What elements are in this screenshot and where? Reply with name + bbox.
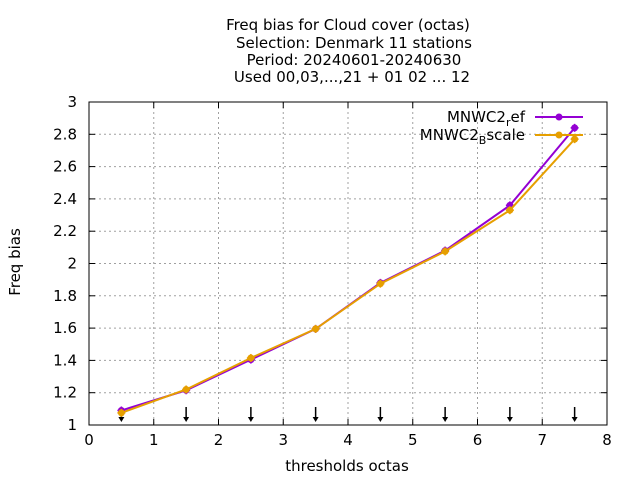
y-tick-label: 2.4 bbox=[53, 190, 77, 208]
y-tick-label: 2.6 bbox=[53, 158, 77, 176]
y-tick-label: 1 bbox=[67, 416, 77, 434]
x-tick-label: 7 bbox=[537, 431, 547, 449]
arrow-head bbox=[312, 417, 319, 422]
y-tick-label: 1.2 bbox=[53, 384, 77, 402]
chart-title: Freq bias for Cloud cover (octas) Select… bbox=[226, 16, 472, 86]
plot-frame bbox=[88, 101, 608, 426]
title-line-4: Used 00,03,...,21 + 01 02 ... 12 bbox=[234, 68, 470, 86]
x-axis-label: thresholds octas bbox=[285, 457, 409, 475]
x-tick-label: 3 bbox=[278, 431, 288, 449]
arrow-head bbox=[377, 417, 384, 422]
y-tick-label: 2.2 bbox=[53, 222, 77, 240]
title-line-1: Freq bias for Cloud cover (octas) bbox=[226, 16, 470, 34]
arrow-head bbox=[506, 417, 513, 422]
y-tick-label: 2 bbox=[67, 255, 77, 273]
legend-entry-label: MNWC2ref bbox=[447, 108, 526, 129]
legend-label-main: MNWC2 bbox=[447, 108, 506, 126]
y-tick-label: 1.6 bbox=[53, 319, 77, 337]
x-tick-label: 8 bbox=[602, 431, 612, 449]
series-line bbox=[121, 138, 576, 414]
x-tick-label: 6 bbox=[473, 431, 483, 449]
series-layer bbox=[117, 123, 579, 417]
grid bbox=[89, 102, 607, 425]
y-tick-label: 1.8 bbox=[53, 287, 77, 305]
legend-swatch-point bbox=[555, 131, 563, 139]
legend-label-tail: scale bbox=[486, 126, 525, 144]
legend-label-subscript: B bbox=[479, 134, 487, 147]
legend-label-main: MNWC2 bbox=[420, 126, 479, 144]
y-tick-label: 3 bbox=[67, 93, 77, 111]
x-tick-label: 4 bbox=[343, 431, 353, 449]
legend-label-tail: ef bbox=[510, 108, 525, 126]
arrow-head bbox=[571, 417, 578, 422]
y-axis-label: Freq bias bbox=[6, 228, 24, 296]
legend-swatch-point bbox=[555, 113, 563, 121]
title-line-2: Selection: Denmark 11 stations bbox=[236, 34, 472, 52]
threshold-arrows bbox=[118, 407, 578, 422]
x-tick-label: 1 bbox=[149, 431, 159, 449]
x-tick-label: 2 bbox=[214, 431, 224, 449]
x-tick-label: 5 bbox=[408, 431, 418, 449]
legend-entry-label: MNWC2Bscale bbox=[420, 126, 525, 147]
x-tick-label: 0 bbox=[84, 431, 94, 449]
arrow-head bbox=[247, 417, 254, 422]
arrow-head bbox=[118, 417, 125, 422]
ticks: 0 1 2 3 4 5 6 7 811.21.41.61.822.22.42.62.83 bbox=[53, 93, 612, 449]
legend-label-subscript: r bbox=[506, 116, 511, 129]
y-tick-label: 1.4 bbox=[53, 351, 77, 369]
title-line-3: Period: 20240601-20240630 bbox=[247, 51, 462, 69]
arrow-head bbox=[442, 417, 449, 422]
arrow-head bbox=[183, 417, 190, 422]
y-tick-label: 2.8 bbox=[53, 125, 77, 143]
